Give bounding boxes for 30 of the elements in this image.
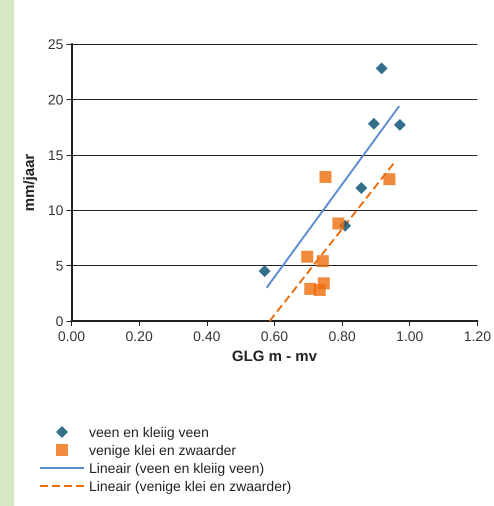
point [332, 217, 344, 230]
legend-label: veen en kleiig veen [89, 424, 209, 440]
x-tick-label: 1.00 [396, 328, 424, 344]
legend-label: venige klei en zwaarder [89, 442, 236, 458]
y-tick-label: 25 [48, 36, 64, 52]
x-tick-label: 0.20 [126, 328, 153, 344]
point [383, 173, 396, 186]
x-tick-label: 1.20 [464, 328, 492, 344]
y-tick-label: 0 [56, 313, 64, 329]
legend-label: Lineair (veen en kleiig veen) [89, 460, 264, 476]
x-tick-label: 0.00 [58, 328, 86, 344]
y-tick-label: 15 [48, 146, 64, 163]
x-tick-label: 0.40 [193, 328, 221, 344]
point [318, 277, 330, 290]
y-tick-label: 20 [48, 91, 64, 108]
point [355, 182, 368, 194]
point [320, 170, 332, 183]
y-axis-title: mm/jaar [21, 154, 38, 212]
point [316, 255, 329, 268]
point [394, 118, 406, 131]
x-tick-label: 0.60 [260, 328, 288, 344]
point [376, 62, 388, 74]
y-tick-label: 5 [56, 258, 64, 274]
point [368, 118, 380, 130]
legend-label: Lineair (venige klei en zwaarder) [89, 478, 292, 494]
point [301, 250, 314, 263]
point [258, 265, 271, 278]
y-tick-label: 10 [48, 202, 64, 218]
x-axis-title: GLG m - mv [232, 348, 318, 365]
x-tick-label: 0.80 [328, 328, 356, 344]
